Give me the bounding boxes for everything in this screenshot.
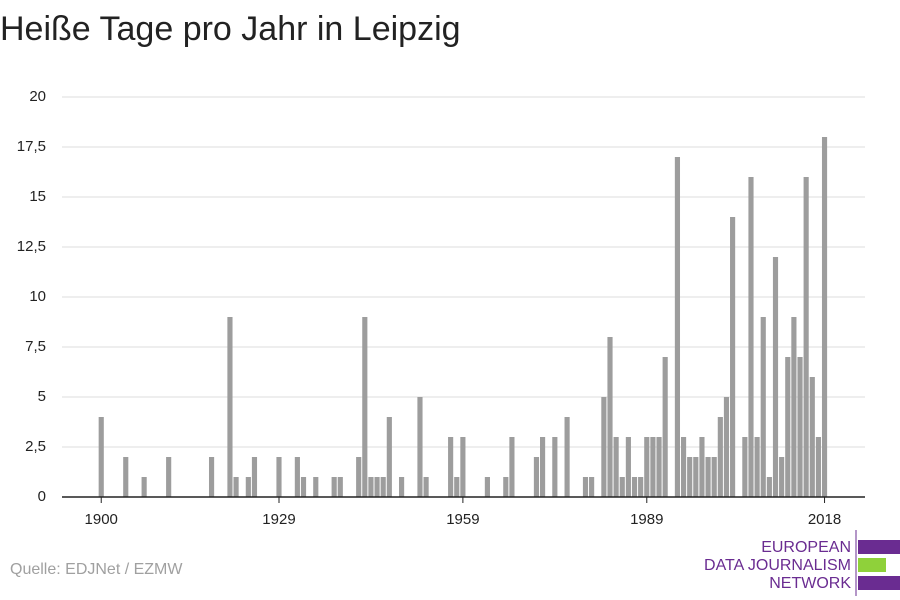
bar xyxy=(631,477,638,497)
x-tick-label: 2018 xyxy=(808,511,841,528)
bar xyxy=(251,457,258,497)
bar xyxy=(448,437,454,497)
bar xyxy=(803,177,809,497)
bar xyxy=(760,317,766,497)
bar xyxy=(779,457,785,497)
x-tick-label: 1959 xyxy=(446,511,479,528)
bar xyxy=(625,437,631,497)
bar xyxy=(276,457,282,497)
logo-bar xyxy=(858,576,900,590)
bar xyxy=(619,477,625,497)
bar xyxy=(362,317,368,497)
bar xyxy=(484,477,490,497)
bar xyxy=(723,397,730,497)
bar xyxy=(98,417,104,497)
bar xyxy=(717,417,723,497)
y-tick-label: 17,5 xyxy=(17,138,46,155)
bar xyxy=(742,437,748,497)
bar xyxy=(337,477,343,497)
x-tick-label: 1929 xyxy=(262,511,295,528)
bar xyxy=(509,437,515,497)
bar xyxy=(454,477,460,497)
bar xyxy=(613,437,619,497)
y-tick-label: 10 xyxy=(29,288,46,305)
y-tick-label: 15 xyxy=(29,188,46,205)
logo-text: NETWORK xyxy=(769,575,851,592)
logo-bar xyxy=(858,540,900,554)
bar xyxy=(607,337,613,497)
bar xyxy=(227,317,233,497)
bar xyxy=(680,437,687,497)
bar xyxy=(208,457,215,497)
chart-title: Heiße Tage pro Jahr in Leipzig xyxy=(0,10,461,48)
bar xyxy=(423,477,429,497)
logo-text: EUROPEAN xyxy=(761,539,851,556)
bar xyxy=(399,477,405,497)
bar xyxy=(748,177,754,497)
y-tick-label: 7,5 xyxy=(25,338,46,355)
bar xyxy=(797,357,803,497)
bar xyxy=(380,477,386,497)
bar xyxy=(693,457,699,497)
bar xyxy=(123,457,129,497)
bar xyxy=(711,457,717,497)
bar xyxy=(754,437,760,497)
bar xyxy=(730,217,736,497)
bar xyxy=(356,457,362,497)
bar xyxy=(166,457,172,497)
y-tick-label: 0 xyxy=(38,488,46,505)
bar xyxy=(821,137,828,497)
bar xyxy=(815,437,821,497)
bar xyxy=(533,457,540,497)
bar xyxy=(313,477,319,497)
bar xyxy=(582,477,589,497)
bar xyxy=(791,317,797,497)
bar xyxy=(417,397,423,497)
logo-text: DATA JOURNALISM xyxy=(704,557,851,574)
x-tick-label: 1989 xyxy=(630,511,663,528)
bar xyxy=(766,477,772,497)
bar xyxy=(374,477,380,497)
y-tick-label: 20 xyxy=(29,88,46,105)
y-tick-label: 5 xyxy=(38,388,46,405)
bar xyxy=(674,157,681,497)
bar xyxy=(638,477,644,497)
bar xyxy=(539,437,546,497)
bar xyxy=(699,437,705,497)
bar xyxy=(386,417,392,497)
bar xyxy=(644,437,650,497)
bar xyxy=(245,477,251,497)
y-tick-label: 2,5 xyxy=(25,438,46,455)
bar xyxy=(233,477,239,497)
logo-bar xyxy=(858,558,886,572)
bar xyxy=(785,357,791,497)
bar xyxy=(331,477,337,497)
y-tick-label: 12,5 xyxy=(17,238,46,255)
bar xyxy=(503,477,509,497)
bar xyxy=(460,437,466,497)
bar xyxy=(656,437,662,497)
bar xyxy=(650,437,656,497)
bar xyxy=(141,477,147,497)
bar xyxy=(705,457,711,497)
source: Quelle: EDJNet / EZMW xyxy=(10,561,183,578)
bar xyxy=(687,457,693,497)
x-tick-label: 1900 xyxy=(85,511,118,528)
bar xyxy=(552,437,558,497)
bar xyxy=(662,357,668,497)
bar xyxy=(601,397,607,497)
bar xyxy=(589,477,595,497)
bar xyxy=(772,257,779,497)
bar xyxy=(300,477,307,497)
bar xyxy=(809,377,815,497)
bar xyxy=(564,417,570,497)
bar xyxy=(294,457,300,497)
bar xyxy=(368,477,374,497)
